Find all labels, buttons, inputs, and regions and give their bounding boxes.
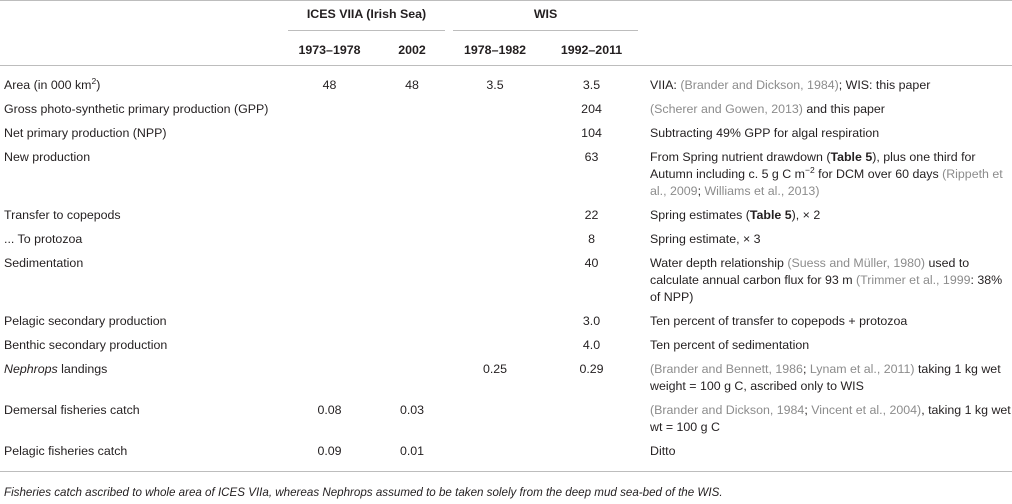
cell-value: 48 (405, 78, 419, 92)
cell-value: 0.08 (317, 403, 342, 417)
row-label: Pelagic fisheries catch (4, 444, 128, 458)
cell-value: 22 (584, 208, 599, 222)
cell-value: 8 (588, 232, 595, 246)
source-note: Ditto (650, 444, 676, 458)
row-label: Benthic secondary production (4, 338, 168, 352)
production-table: ICES VIIA (Irish Sea) WIS 1973–1978 2002… (0, 0, 1012, 472)
row-label: New production (4, 150, 91, 164)
cell-value: 3.0 (582, 314, 601, 328)
cell-value: 3.5 (486, 78, 504, 92)
col-header: 1973–1978 (298, 42, 361, 57)
cell-value: 63 (584, 150, 599, 164)
column-header-row: 1973–1978 2002 1978–1982 1992–2011 (0, 35, 1012, 66)
col-header: 1992–2011 (560, 42, 623, 57)
table-row: Demersal fisheries catch 0.08 0.03 (Bran… (0, 402, 1012, 443)
cell-value: 48 (322, 78, 337, 92)
source-note: From Spring nutrient drawdown (Table 5),… (650, 150, 1003, 198)
cell-value: 40 (584, 256, 599, 270)
source-note: Spring estimate, × 3 (650, 232, 761, 246)
table-row: Transfer to copepods 22 Spring estimates… (0, 207, 1012, 231)
row-label: Gross photo-synthetic primary production… (4, 102, 269, 116)
cell-value: 0.25 (482, 362, 508, 376)
row-label: Net primary production (NPP) (4, 126, 167, 140)
cell-value: 0.29 (579, 362, 604, 376)
group-header-wis: WIS (449, 1, 642, 36)
row-label: Area (in 000 km2) (4, 76, 101, 92)
col-header: 2002 (398, 42, 426, 57)
table-row: ... To protozoa 8 Spring estimate, × 3 (0, 231, 1012, 255)
table-row: Pelagic fisheries catch 0.09 0.01 Ditto (0, 443, 1012, 472)
source-note: Water depth relationship (Suess and Müll… (650, 256, 1003, 304)
cell-value: 0.03 (399, 403, 425, 417)
row-label: Transfer to copepods (4, 208, 121, 222)
source-note: Ten percent of sedimentation (650, 338, 810, 352)
table-row: Area (in 000 km2) 48 48 3.5 3.5 VIIA: (B… (0, 66, 1012, 102)
cell-value: 204 (581, 102, 602, 116)
source-note: (Brander and Bennett, 1986; Lynam et al.… (650, 362, 1001, 393)
source-note: Spring estimates (Table 5), × 2 (650, 208, 821, 222)
row-label: Nephrops landings (4, 362, 108, 376)
group-header-row: ICES VIIA (Irish Sea) WIS (0, 0, 1012, 36)
cell-value: 3.5 (582, 78, 601, 92)
source-note: Subtracting 49% GPP for algal respiratio… (650, 126, 880, 140)
table-row: Pelagic secondary production 3.0 Ten per… (0, 313, 1012, 337)
group-header-ices: ICES VIIA (Irish Sea) (284, 1, 449, 36)
row-label: Pelagic secondary production (4, 314, 167, 328)
table-row: Gross photo-synthetic primary production… (0, 101, 1012, 125)
table-row: Sedimentation 40 Water depth relationshi… (0, 255, 1012, 313)
source-note: Ten percent of transfer to copepods + pr… (650, 314, 908, 328)
cell-value: 0.09 (317, 444, 342, 458)
table-row: Net primary production (NPP) 104 Subtrac… (0, 125, 1012, 149)
source-note: (Scherer and Gowen, 2013) and this paper (650, 102, 885, 116)
table-footnote: Fisheries catch ascribed to whole area o… (4, 486, 723, 499)
col-header: 1978–1982 (464, 42, 527, 57)
row-label: Sedimentation (4, 256, 84, 270)
cell-value: 0.01 (399, 444, 425, 458)
row-label: Demersal fisheries catch (4, 403, 140, 417)
table-row: Benthic secondary production 4.0 Ten per… (0, 337, 1012, 361)
cell-value: 4.0 (582, 338, 601, 352)
cell-value: 104 (581, 126, 602, 140)
source-note: (Brander and Dickson, 1984; Vincent et a… (650, 403, 1011, 434)
source-note: VIIA: (Brander and Dickson, 1984); WIS: … (650, 78, 931, 92)
row-label: ... To protozoa (4, 232, 83, 246)
table-row: Nephrops landings 0.25 0.29 (Brander and… (0, 361, 1012, 402)
table-row: New production 63 From Spring nutrient d… (0, 149, 1012, 207)
